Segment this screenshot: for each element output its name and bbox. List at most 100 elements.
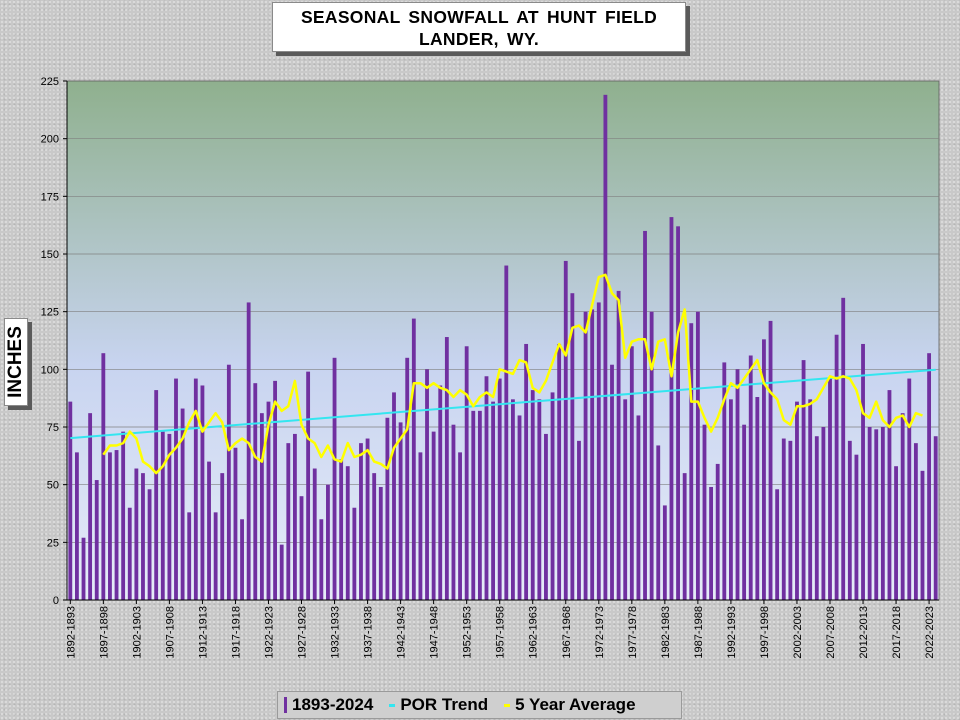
bar: [504, 265, 509, 600]
bar: [286, 443, 291, 600]
bar: [596, 302, 601, 600]
plot-area: [66, 80, 940, 601]
bar: [431, 431, 436, 600]
bar: [411, 318, 416, 600]
bar: [160, 431, 165, 600]
bar: [781, 438, 786, 600]
y-axis-label-box: INCHES: [4, 318, 28, 406]
legend-label-trend: POR Trend: [400, 695, 489, 714]
bar: [676, 226, 680, 600]
bar: [616, 290, 621, 600]
bar: [405, 357, 410, 600]
bar: [722, 362, 727, 600]
bar: [762, 339, 766, 600]
average-line: [102, 273, 923, 475]
y-tick-label: 225: [41, 76, 59, 88]
x-tick-label: 1942-1943: [396, 606, 408, 659]
x-tick-label: 1957-1958: [495, 606, 507, 659]
bar: [874, 429, 879, 600]
bar: [418, 452, 423, 600]
legend-label-average: 5 Year Average: [515, 695, 636, 714]
bar: [867, 427, 872, 600]
bar: [603, 94, 608, 600]
bar: [801, 360, 806, 600]
legend: 1893-2024 POR Trend 5 Year Average: [277, 691, 682, 719]
bar: [141, 473, 145, 600]
bar: [180, 408, 185, 600]
y-tick-label: 25: [47, 537, 59, 549]
bar: [524, 343, 529, 600]
bar: [226, 364, 231, 600]
bar: [847, 440, 852, 600]
bar: [319, 519, 324, 600]
x-tick-label: 1907-1908: [164, 606, 176, 659]
bar: [378, 486, 383, 600]
bar: [174, 378, 178, 600]
bar: [643, 230, 647, 600]
legend-average-swatch: [504, 703, 511, 707]
bar: [742, 424, 747, 600]
bar: [702, 424, 707, 600]
y-tick-label: 50: [47, 480, 59, 492]
y-tick-label: 175: [41, 191, 59, 203]
bar: [887, 390, 892, 600]
bar: [517, 415, 522, 600]
bar: [748, 355, 753, 600]
bar: [530, 390, 535, 600]
bar: [266, 401, 271, 600]
x-tick-label: 1982-1983: [660, 606, 672, 659]
x-tick-label: 1972-1973: [594, 606, 606, 659]
bar: [656, 445, 661, 600]
bar: [894, 466, 898, 600]
y-tick-label: 100: [41, 364, 59, 376]
bar: [491, 401, 496, 600]
legend-trend-swatch: [389, 703, 396, 707]
bar: [933, 436, 938, 600]
bar: [81, 537, 86, 600]
bar: [854, 454, 859, 600]
bar: [557, 343, 562, 600]
bar: [312, 468, 317, 600]
bar: [484, 376, 489, 600]
bar: [715, 463, 720, 600]
bar: [101, 353, 106, 600]
bar: [821, 427, 826, 600]
bar: [735, 369, 740, 600]
x-tick-label: 1992-1993: [726, 606, 738, 659]
bar: [292, 433, 297, 600]
bar-series: [68, 94, 938, 601]
bar: [828, 378, 832, 600]
bar: [108, 452, 112, 600]
x-tick-label: 1967-1968: [561, 606, 573, 659]
bar: [121, 431, 126, 600]
legend-label-bars: 1893-2024: [292, 695, 374, 714]
bar: [880, 427, 885, 600]
bar: [775, 489, 780, 600]
bar: [544, 433, 548, 600]
bar: [814, 436, 819, 600]
bar: [510, 399, 515, 600]
bar: [709, 486, 714, 600]
x-tick-label: 1917-1918: [230, 606, 242, 659]
x-tick-label: 2007-2008: [825, 606, 837, 659]
bar: [147, 489, 152, 600]
bar: [365, 438, 370, 600]
x-tick-label: 2012-2013: [858, 606, 870, 659]
bar: [154, 390, 159, 600]
bar: [695, 311, 700, 600]
bar: [345, 466, 350, 600]
x-tick-label: 1952-1953: [462, 606, 474, 659]
x-tick-label: 1927-1928: [297, 606, 309, 659]
bar: [795, 401, 799, 600]
bar: [193, 378, 198, 600]
bar: [213, 512, 218, 600]
legend-bar-swatch: [284, 697, 287, 713]
bar: [332, 357, 337, 600]
legend-item-average: 5 Year Average: [504, 695, 636, 715]
x-tick-label: 1897-1898: [98, 606, 110, 659]
bar: [246, 302, 251, 600]
bar: [629, 346, 634, 600]
chart-title: SEASONAL SNOWFALL AT HUNT FIELD LANDER, …: [272, 2, 686, 52]
average-series: [102, 273, 923, 475]
bar: [623, 399, 628, 600]
